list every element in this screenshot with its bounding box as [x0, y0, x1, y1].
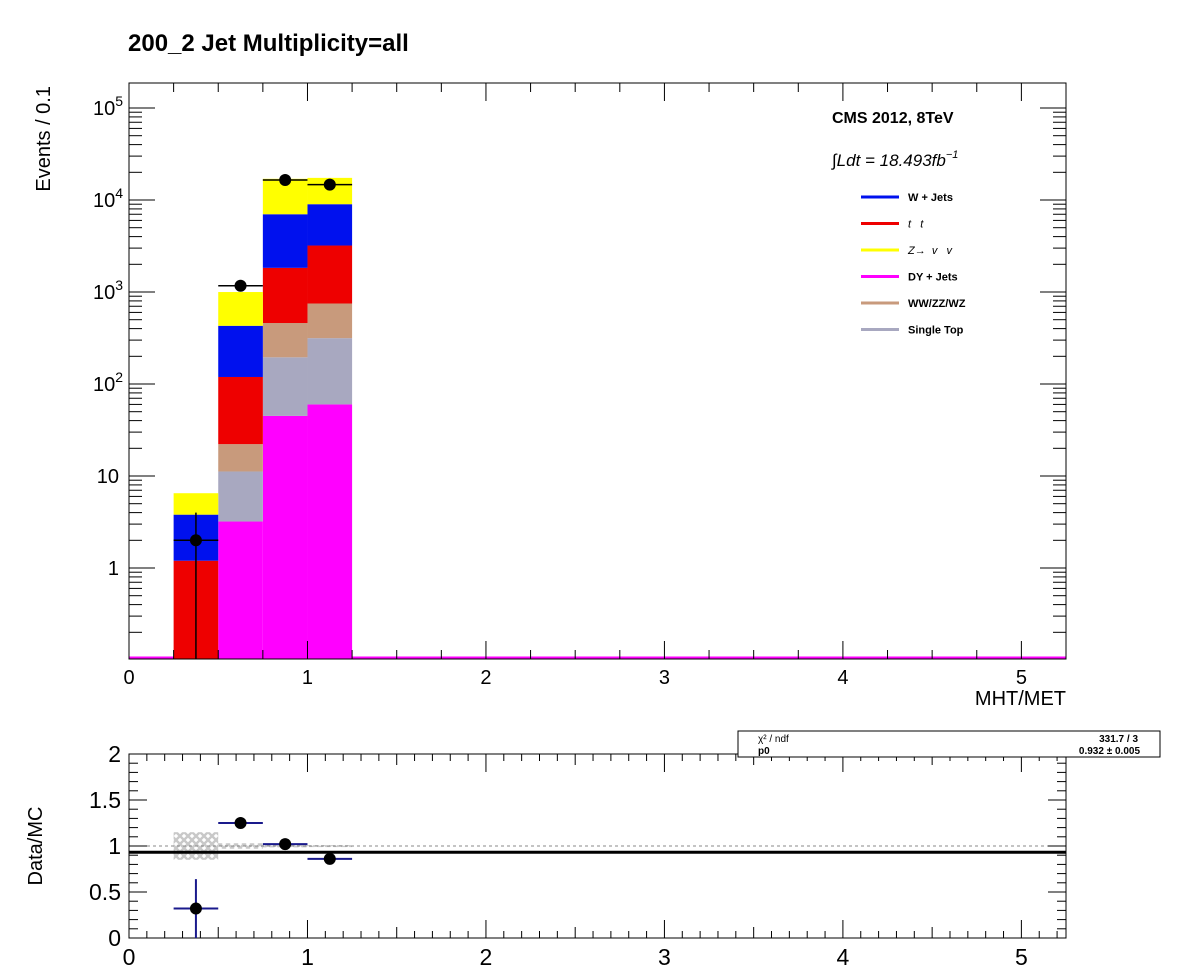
bar-w-jets — [218, 325, 263, 377]
legend-label: W + Jets — [908, 192, 953, 204]
ratio-x-tick-label: 2 — [480, 944, 493, 970]
bar-ww-zz-wz — [262, 323, 308, 358]
ratio-x-tick-label: 4 — [837, 944, 850, 970]
bar-dy-jets — [262, 415, 308, 659]
data-point — [234, 279, 247, 292]
y-tick-label: 103 — [93, 277, 123, 304]
ratio-point — [323, 852, 336, 865]
legend-label: Single Top — [908, 325, 964, 337]
ratio-x-tick-label: 0 — [123, 944, 136, 970]
x-tick-label: 5 — [1016, 667, 1027, 689]
bar-single-top — [262, 357, 308, 416]
ratio-point — [279, 838, 292, 851]
ratio-plot: 0 1 2 3 4 5 0 0.5 1 1.5 2 Data/MC χ² / ndf 331.7 / 3 p… — [25, 730, 1161, 970]
ratio-x-tick-label: 1 — [301, 944, 314, 970]
ratio-y-tick-label: 1.5 — [89, 787, 121, 813]
x-tick-label: 2 — [480, 667, 491, 689]
data-point — [323, 178, 336, 191]
stats-p0-label: p0 — [758, 746, 770, 757]
ratio-point — [234, 817, 247, 829]
main-frame — [128, 82, 1067, 660]
lumi-label: ∫Ldt = 18.493fb−1 — [831, 149, 958, 170]
legend-label: WW/ZZ/WZ — [908, 298, 966, 310]
bar-z-v-v — [218, 292, 263, 326]
ratio-x-tick-label: 5 — [1015, 944, 1028, 970]
stats-chi2-label: χ² / ndf — [758, 734, 789, 745]
ratio-y-tick-label: 2 — [108, 741, 121, 767]
bar-z-v-v — [173, 493, 219, 515]
y-tick-label: 102 — [93, 369, 123, 396]
stats-p0-value: 0.932 ± 0.005 — [1079, 746, 1141, 757]
ratio-point — [189, 902, 202, 915]
ratio-y-axis-label: Data/MC — [25, 807, 47, 886]
legend-label: DY + Jets — [908, 272, 958, 284]
y-axis-label: Events / 0.1 — [33, 86, 55, 192]
ratio-y-tick-label: 1 — [108, 833, 121, 859]
cms-label: CMS 2012, 8TeV — [832, 110, 954, 127]
legend-label: Z→ v v — [907, 245, 954, 257]
x-tick-label: 4 — [837, 667, 848, 689]
x-axis-label: MHT/MET — [975, 688, 1066, 710]
ratio-x-tick-label: 3 — [658, 944, 671, 970]
y-tick-label: 105 — [93, 93, 123, 120]
data-point — [189, 534, 202, 547]
y-tick-label: 1 — [108, 558, 119, 580]
bar-t-t — [262, 267, 308, 324]
mc-error-band — [218, 843, 263, 849]
bar-single-top — [307, 338, 353, 405]
y-tick-label: 104 — [93, 185, 123, 212]
ratio-y-tick-label: 0.5 — [89, 879, 121, 905]
bar-dy-jets — [218, 521, 263, 659]
bar-w-jets — [262, 214, 308, 268]
bar-t-t — [218, 376, 263, 445]
bar-w-jets — [307, 204, 353, 246]
bar-t-t — [307, 245, 353, 304]
page-title: 200_2 Jet Multiplicity=all — [128, 30, 409, 57]
bar-ww-zz-wz — [307, 303, 353, 339]
bar-single-top — [218, 471, 263, 522]
ratio-y-tick-label: 0 — [108, 925, 121, 951]
data-point — [279, 173, 292, 186]
legend-label: t t — [908, 219, 924, 231]
x-tick-label: 1 — [302, 667, 313, 689]
bar-dy-jets — [307, 404, 353, 659]
bar-ww-zz-wz — [218, 444, 263, 472]
x-tick-label: 3 — [659, 667, 670, 689]
stats-chi2-value: 331.7 / 3 — [1099, 734, 1138, 745]
x-tick-label: 0 — [123, 667, 134, 689]
y-tick-label: 10 — [97, 466, 119, 488]
stats-box — [737, 730, 1161, 758]
